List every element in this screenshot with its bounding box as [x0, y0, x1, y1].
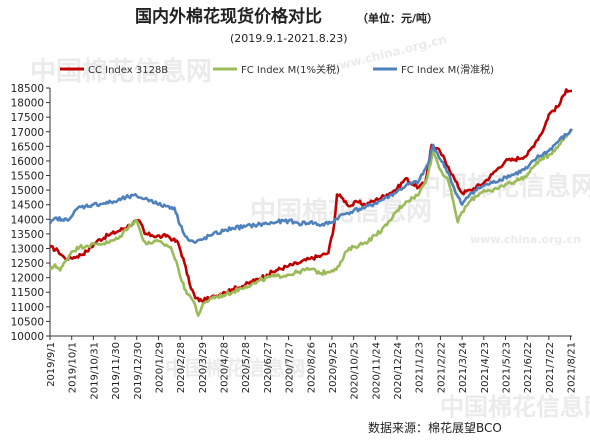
legend-label: FC Index M(1%关税) [241, 63, 340, 76]
series-line [48, 128, 574, 317]
x-tick-label: 2020/12/24 [393, 342, 404, 400]
legend: CC Index 3128B FC Index M(1%关税) FC Index M… [60, 63, 494, 76]
x-tick-label: 2021/6/22 [523, 342, 534, 393]
y-tick-label: 10500 [11, 316, 44, 328]
x-tick-label: 2020/2/28 [176, 342, 187, 393]
x-tick-label: 2021/8/21 [567, 342, 578, 393]
series-line [48, 128, 573, 244]
series-layer [48, 88, 574, 317]
y-tick-label: 16500 [11, 141, 44, 153]
data-source: 数据来源：棉花展望BCO [368, 420, 502, 435]
legend-label: CC Index 3128B [88, 65, 168, 76]
chart-subtitle: (2019.9.1-2021.8.23) [230, 32, 348, 45]
x-tick-label: 2021/5/23 [501, 342, 512, 393]
watermark-text: 中国棉花信息网 [440, 393, 590, 421]
y-tick-label: 17000 [11, 127, 44, 139]
y-tick-label: 10000 [11, 331, 44, 343]
x-tick-label: 2019/12/30 [133, 342, 144, 400]
x-tick-label: 2021/1/23 [415, 342, 426, 393]
x-tick-label: 2020/11/24 [371, 342, 382, 400]
watermark-text: 中国棉花信息网 [30, 56, 212, 87]
x-tick-label: 2020/7/27 [285, 342, 296, 393]
x-tick-label: 2021/3/24 [458, 342, 469, 393]
x-tick-label: 2021/7/22 [545, 342, 556, 393]
y-tick-label: 11500 [11, 287, 44, 299]
y-tick-label: 15000 [11, 185, 44, 197]
x-tick-label: 2019/10/1 [68, 342, 79, 393]
y-tick-label: 14000 [11, 214, 44, 226]
x-tick-label: 2020/9/25 [328, 342, 339, 393]
x-tick-label: 2020/4/28 [220, 342, 231, 393]
legend-label: FC Index M(滑准税) [401, 63, 494, 76]
x-tick-label: 2020/5/28 [241, 342, 252, 393]
x-tick-label: 2021/2/22 [436, 342, 447, 393]
y-axis-ticks: 10000 10500 11000 11500 12000 12500 13000 13500… [11, 83, 50, 343]
y-tick-label: 18500 [11, 83, 44, 95]
y-tick-label: 17500 [11, 112, 44, 124]
x-tick-label: 2020/6/27 [263, 342, 274, 393]
y-tick-label: 15500 [11, 171, 44, 183]
x-tick-label: 2019/9/1 [46, 342, 57, 387]
chart-title: 国内外棉花现货价格对比 [135, 6, 322, 27]
x-tick-label: 2019/11/30 [111, 342, 122, 400]
y-tick-label: 11000 [11, 302, 44, 314]
x-axis-ticks: 2019/9/1 2019/10/1 2019/10/31 2019/11/30 201… [46, 336, 578, 400]
x-tick-label: 2020/1/29 [154, 342, 165, 393]
chart-unit: （单位：元/吨） [357, 11, 438, 25]
x-tick-label: 2020/8/26 [306, 342, 317, 393]
watermark-url: www.china.org.cn [470, 233, 581, 246]
x-tick-label: 2021/4/23 [480, 342, 491, 393]
x-tick-label: 2020/10/25 [350, 342, 361, 400]
y-tick-label: 16000 [11, 156, 44, 168]
y-tick-label: 12500 [11, 258, 44, 270]
y-tick-label: 12000 [11, 273, 44, 285]
y-tick-label: 13500 [11, 229, 44, 241]
x-tick-label: 2019/10/31 [89, 342, 100, 400]
y-tick-label: 14500 [11, 200, 44, 212]
y-tick-label: 13000 [11, 243, 44, 255]
y-tick-label: 18000 [11, 98, 44, 110]
x-tick-label: 2020/3/29 [198, 342, 209, 393]
watermark-text: 中国棉花信息网 [165, 356, 305, 380]
